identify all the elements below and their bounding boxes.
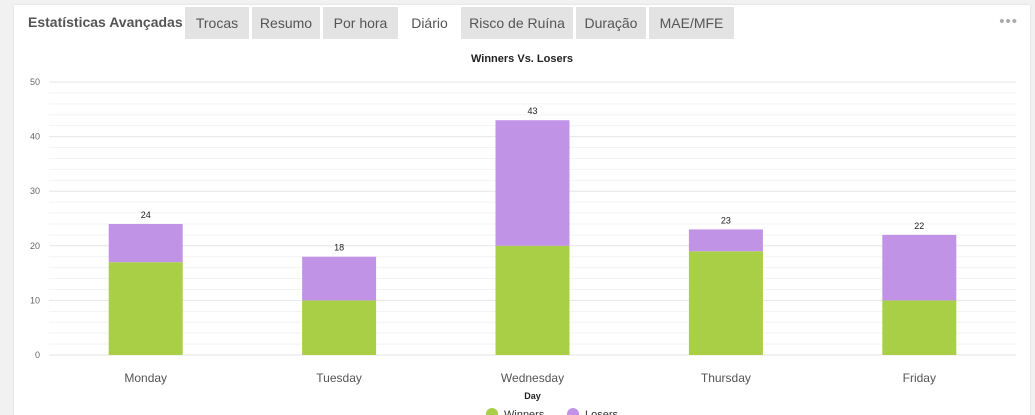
- bar-losers-tuesday: [302, 256, 377, 301]
- legend-winners-marker: [486, 408, 498, 415]
- tab-diario[interactable]: Diário: [401, 7, 458, 39]
- y-tick-label: 30: [30, 186, 40, 196]
- legend-winners-label: Winners: [504, 409, 545, 415]
- advanced-stats-panel: Estatísticas Avançadas Trocas Resumo Por…: [14, 5, 1030, 415]
- y-tick-label: 50: [30, 77, 40, 87]
- bar-losers-monday: [108, 223, 183, 263]
- tab-por-hora[interactable]: Por hora: [323, 7, 398, 39]
- data-label: 24: [141, 210, 151, 220]
- y-tick-label: 20: [30, 241, 40, 251]
- tab-mae-mfe[interactable]: MAE/MFE: [649, 7, 734, 39]
- y-tick-label: 10: [30, 295, 40, 305]
- ellipsis-icon[interactable]: •••: [999, 13, 1018, 30]
- x-tick-label: Monday: [124, 371, 167, 385]
- y-tick-label: 40: [30, 132, 40, 142]
- bar-winners-friday: [882, 300, 957, 355]
- tab-duracao[interactable]: Duração: [576, 7, 646, 39]
- winners-losers-chart: 0 10 20 30 40 50 24 Monday 18 Tuesday 43 Wednesday 2…: [30, 77, 1016, 415]
- x-tick-label: Wednesday: [501, 371, 564, 385]
- x-axis-title: Day: [524, 391, 541, 401]
- tab-trocas[interactable]: Trocas: [185, 7, 249, 39]
- data-label: 43: [527, 106, 537, 116]
- bar-losers-thursday: [688, 229, 763, 252]
- x-tick-label: Tuesday: [316, 371, 362, 385]
- data-label: 23: [721, 215, 731, 225]
- legend-losers-marker: [567, 408, 579, 415]
- legend-losers-label: Losers: [585, 409, 619, 415]
- data-label: 18: [334, 243, 344, 253]
- tab-risco-de-ruina[interactable]: Risco de Ruína: [461, 7, 573, 39]
- y-tick-label: 0: [35, 350, 40, 360]
- data-label: 22: [914, 221, 924, 231]
- bar-winners-wednesday: [495, 245, 570, 355]
- bar-winners-thursday: [688, 251, 763, 355]
- bar-losers-wednesday: [495, 120, 570, 246]
- x-tick-label: Friday: [903, 371, 936, 385]
- bar-winners-monday: [108, 262, 183, 355]
- chart-title: Winners Vs. Losers: [471, 53, 573, 65]
- bar-winners-tuesday: [302, 300, 377, 355]
- x-tick-label: Thursday: [701, 371, 751, 385]
- tab-resumo[interactable]: Resumo: [252, 7, 320, 39]
- panel-title: Estatísticas Avançadas: [28, 14, 183, 30]
- tab-bar: Estatísticas Avançadas Trocas Resumo Por…: [14, 5, 1030, 39]
- bar-losers-friday: [882, 234, 957, 301]
